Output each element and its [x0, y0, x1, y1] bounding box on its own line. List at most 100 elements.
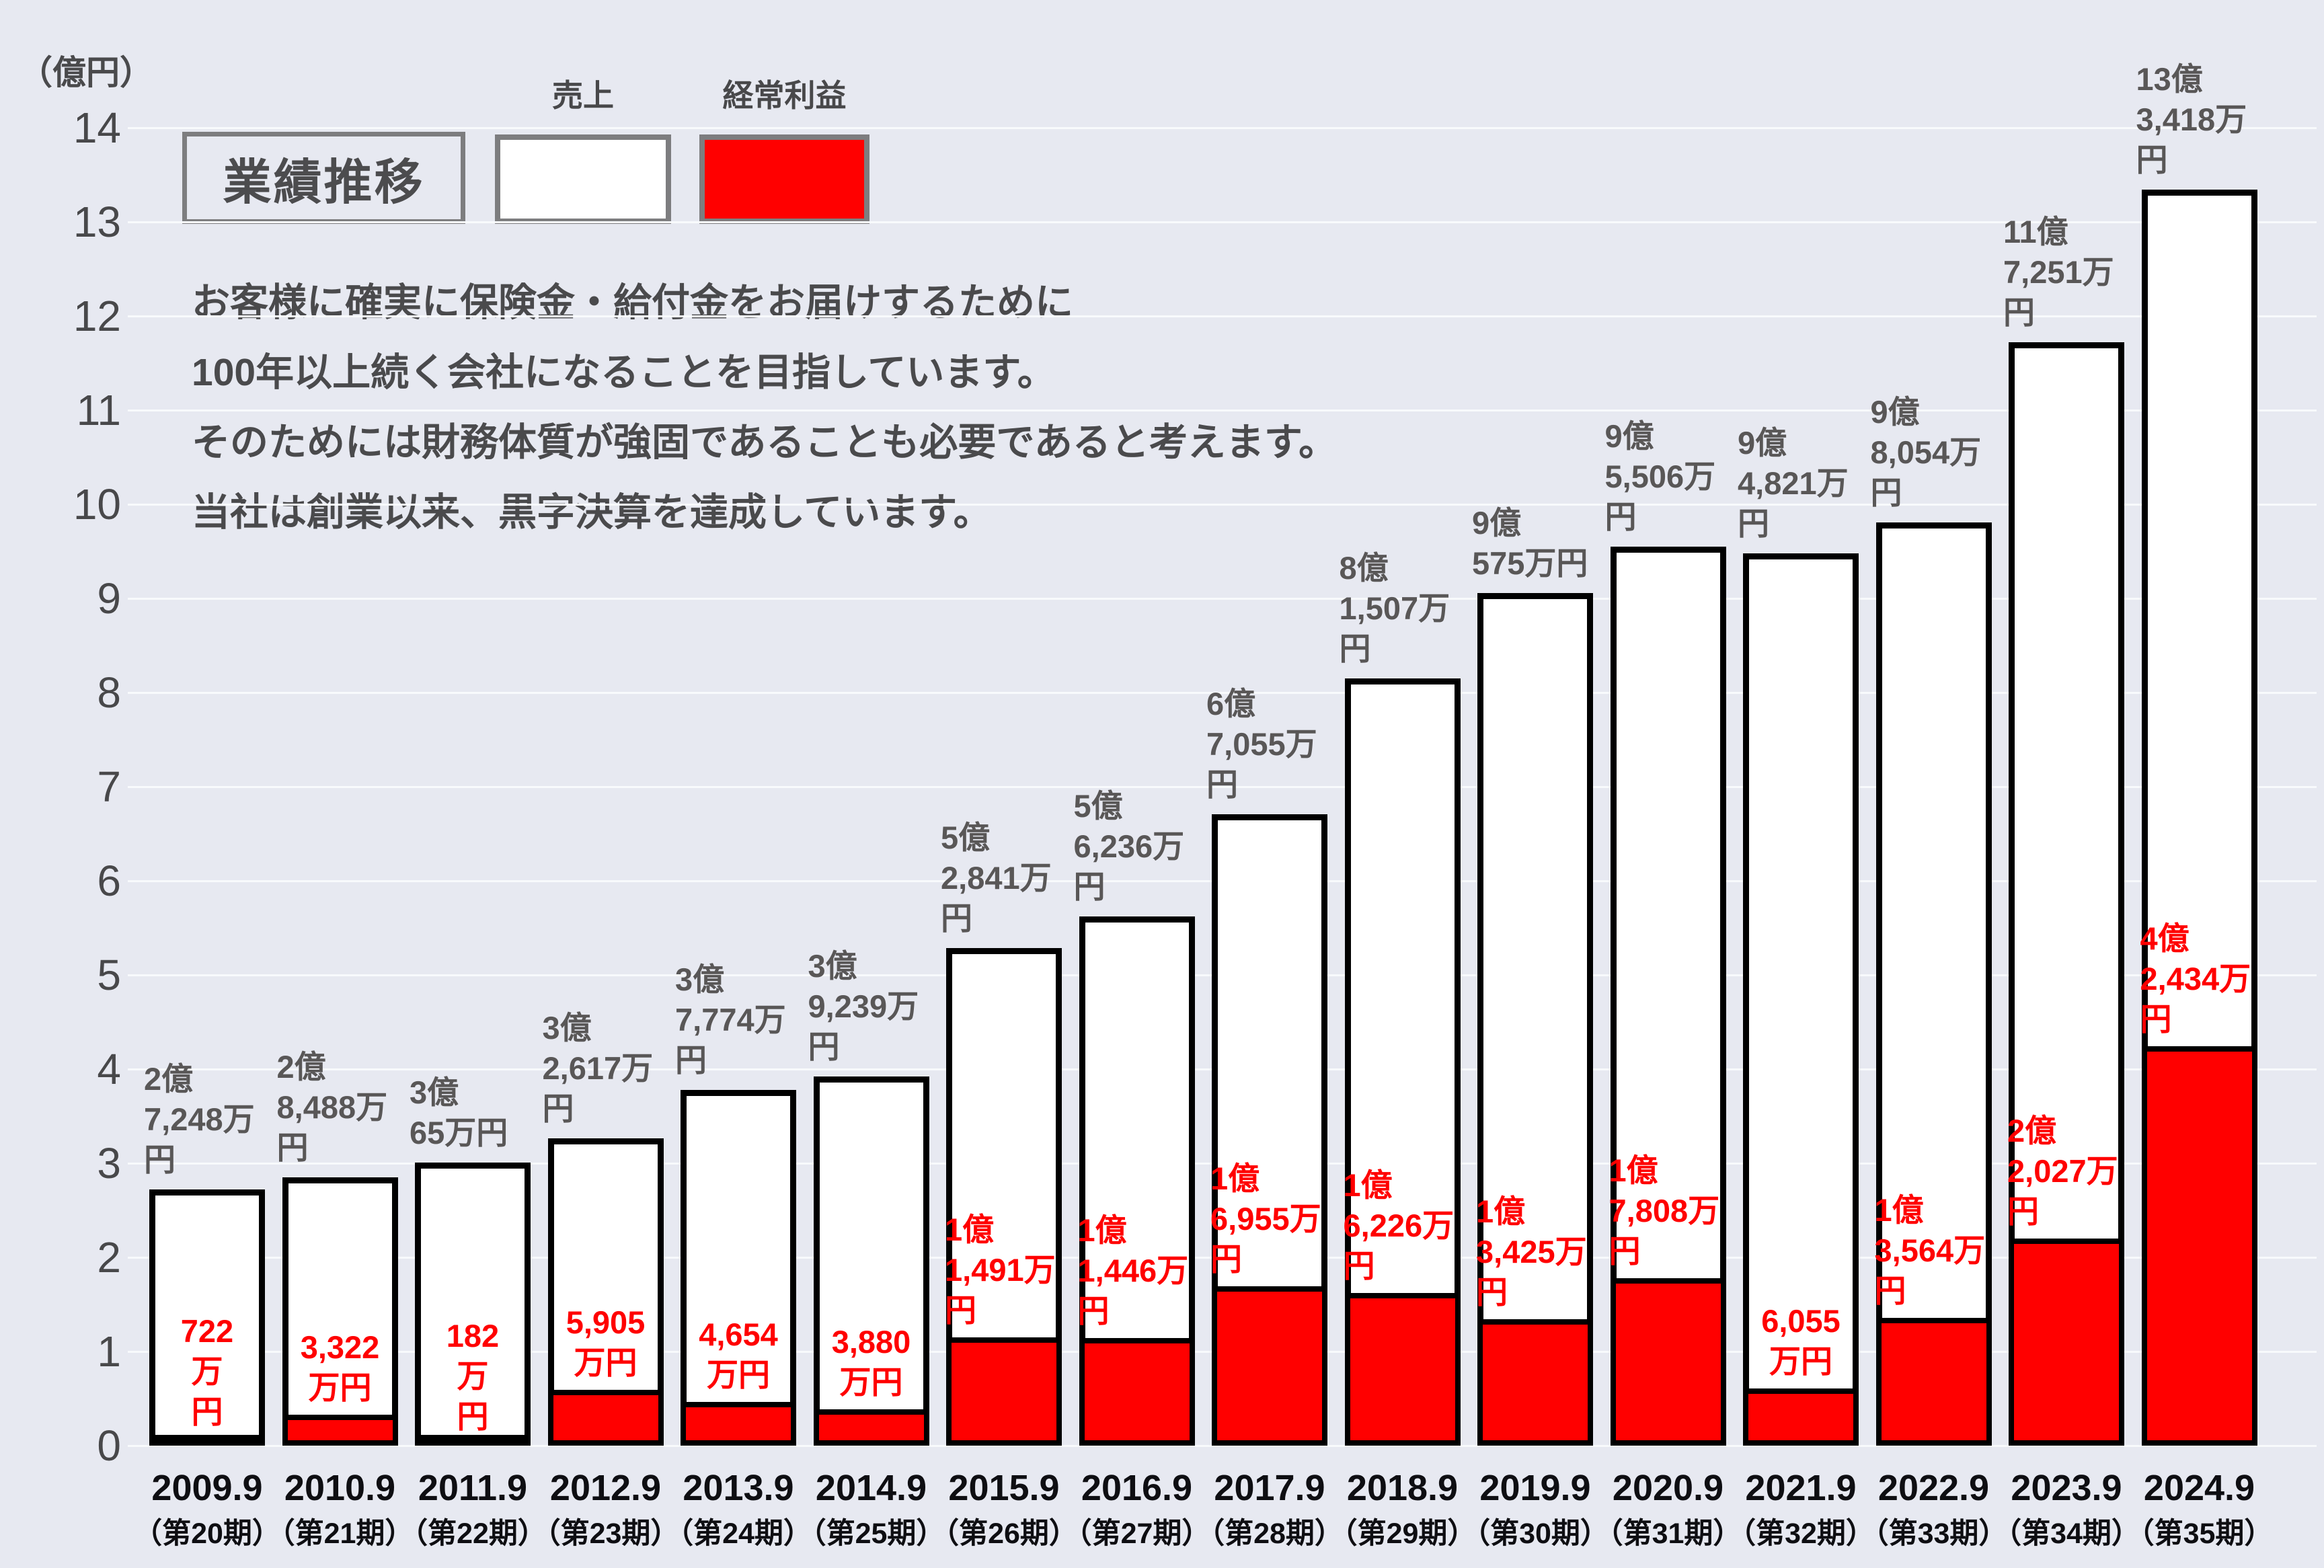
profit-value-label: 182万円 [446, 1318, 500, 1435]
x-axis-year-label: 2018.9 [1346, 1468, 1459, 1508]
sales-value-label: 5億 6,236万円 [1073, 787, 1185, 904]
profit-value-label: 3,322万円 [300, 1329, 380, 1405]
y-axis-ticks: 14 13 12 11 10 9 8 7 6 5 4 3 2 1 0 [20, 104, 121, 1470]
y-axis-tick-label: 14 [73, 104, 121, 152]
x-axis-term-label: （第35期） [2125, 1518, 2274, 1550]
sales-value-label: 11億 7,251万円 [2003, 213, 2114, 330]
x-axis-year-label: 2015.9 [948, 1468, 1060, 1508]
sales-value-label: 2億 7,248万円 [144, 1060, 255, 1177]
sales-value-label: 3億 2,617万円 [542, 1010, 654, 1127]
profit-value-label: 1億 3,564万円 [1874, 1192, 1986, 1309]
bar-group: 9億 8,054万円 1億 3,564万円 2022.9 （第33期） [1860, 128, 2008, 1550]
bar-group: 2億 8,488万円 3,322万円 2010.9 （第21期） [266, 128, 414, 1550]
y-axis-tick-label: 12 [73, 292, 121, 340]
profit-bar [2141, 1046, 2257, 1446]
gridline [128, 409, 2317, 411]
gridline [128, 692, 2317, 694]
x-axis-year-label: 2021.9 [1745, 1468, 1857, 1508]
x-axis-term-label: （第26期） [930, 1518, 1078, 1550]
description-line: そのためには財務体質が強固であることも必要であると考えます。 [192, 421, 1338, 464]
x-axis-term-label: （第21期） [266, 1518, 414, 1550]
sales-value-label: 3億 65万円 [410, 1074, 508, 1151]
bar-group: 3億 65万円 182万円 2011.9 （第22期） [399, 128, 547, 1550]
x-axis-year-label: 2011.9 [418, 1468, 528, 1508]
profit-value-label: 4億 2,434万円 [2140, 920, 2251, 1037]
sales-value-label: 3億 9,239万円 [808, 947, 919, 1064]
sales-bar [813, 1076, 929, 1446]
sales-bar [1477, 592, 1593, 1446]
gridline [128, 315, 2317, 317]
sales-bar [149, 1189, 265, 1446]
gridline [128, 1445, 2317, 1447]
sales-value-label: 9億 575万円 [1472, 504, 1588, 581]
x-axis-year-label: 2009.9 [151, 1468, 263, 1508]
bar-group: 13億 3,418万円 4億 2,434万円 2024.9 （第35期） [2126, 61, 2274, 1550]
sales-value-label: 3億 7,774万円 [675, 962, 786, 1079]
x-axis-term-label: （第25期） [797, 1518, 945, 1550]
bar-group: 9億 5,506万円 1億 7,808万円 2020.9 （第31期） [1594, 128, 1742, 1550]
sales-value-label: 13億 3,418万円 [2136, 61, 2247, 178]
x-axis-term-label: （第27期） [1062, 1518, 1211, 1550]
profit-bar [1743, 1388, 1859, 1446]
description-line: 当社は創業以来、黒字決算を達成しています。 [192, 491, 992, 534]
x-axis-year-label: 2016.9 [1081, 1468, 1193, 1508]
gridline [128, 127, 2317, 129]
x-axis-year-label: 2014.9 [815, 1468, 927, 1508]
profit-bar [681, 1401, 796, 1446]
x-axis-year-label: 2013.9 [683, 1468, 794, 1508]
y-axis-unit-label: （億円） [19, 54, 153, 91]
sales-value-label: 9億 4,821万円 [1738, 424, 1849, 541]
y-axis-tick-label: 3 [97, 1139, 121, 1187]
gridline [128, 598, 2317, 600]
profit-bar [1477, 1319, 1593, 1446]
y-axis-tick-label: 6 [97, 857, 121, 905]
x-axis-term-label: （第20期） [133, 1518, 281, 1550]
x-axis-year-label: 2019.9 [1479, 1468, 1591, 1508]
profit-value-label: 5,905万円 [566, 1304, 646, 1381]
sales-value-label: 9億 5,506万円 [1604, 418, 1716, 535]
sales-value-label: 8億 1,507万円 [1339, 549, 1450, 666]
x-axis-year-label: 2017.9 [1214, 1468, 1325, 1508]
plot-area: 2億 7,248万円 722万円 2009.9 （第20期） 2億 8,488万… [128, 61, 2317, 1550]
y-axis-tick-label: 7 [97, 762, 121, 811]
bar-group: 5億 2,841万円 1億 1,491万円 2015.9 （第26期） [930, 128, 1078, 1550]
profit-value-label: 1億 6,955万円 [1210, 1160, 1321, 1277]
gridline [128, 221, 2317, 223]
profit-value-label: 2億 2,027万円 [2007, 1112, 2118, 1229]
y-axis-tick-label: 11 [76, 386, 121, 434]
sales-bar [681, 1090, 796, 1446]
sales-bar [415, 1163, 531, 1446]
profit-value-label: 1億 6,226万円 [1343, 1167, 1455, 1284]
sales-bar [1743, 553, 1859, 1446]
bar-group: 2億 7,248万円 722万円 2009.9 （第20期） [133, 128, 281, 1550]
profit-bar [1212, 1286, 1327, 1446]
sales-value-label: 5億 2,841万円 [941, 820, 1052, 937]
x-axis-year-label: 2010.9 [284, 1468, 396, 1508]
profit-bar [2009, 1238, 2124, 1446]
x-axis-term-label: （第29期） [1328, 1518, 1477, 1550]
x-axis-year-label: 2020.9 [1612, 1468, 1724, 1508]
x-axis-term-label: （第28期） [1196, 1518, 1344, 1550]
y-axis-tick-label: 0 [97, 1421, 121, 1470]
sales-value-label: 9億 8,054万円 [1870, 394, 1982, 511]
y-axis-tick-label: 2 [97, 1233, 121, 1282]
x-axis-term-label: （第30期） [1461, 1518, 1609, 1550]
profit-bar [946, 1337, 1062, 1446]
x-axis-term-label: （第31期） [1594, 1518, 1742, 1550]
profit-bar [415, 1435, 531, 1446]
bar-group: 8億 1,507万円 1億 6,226万円 2018.9 （第29期） [1329, 128, 1477, 1550]
profit-value-label: 1億 1,446万円 [1077, 1212, 1189, 1329]
sales-value-label: 2億 8,488万円 [276, 1049, 388, 1166]
x-axis-term-label: （第24期） [664, 1518, 812, 1550]
x-axis-term-label: （第32期） [1727, 1518, 1875, 1550]
bar-group: 9億 4,821万円 6,055万円 2021.9 （第32期） [1727, 128, 1875, 1550]
sales-value-label: 6億 7,055万円 [1206, 686, 1317, 803]
y-axis-tick-label: 9 [97, 574, 121, 623]
bar-group: 3億 2,617万円 5,905万円 2012.9 （第23期） [532, 128, 680, 1550]
bar-group: 6億 7,055万円 1億 6,955万円 2017.9 （第28期） [1196, 128, 1344, 1550]
profit-bar [547, 1390, 664, 1446]
gridline [128, 786, 2317, 788]
bar-group: 3億 9,239万円 3,880万円 2014.9 （第25期） [798, 128, 945, 1550]
x-axis-year-label: 2012.9 [549, 1468, 662, 1508]
